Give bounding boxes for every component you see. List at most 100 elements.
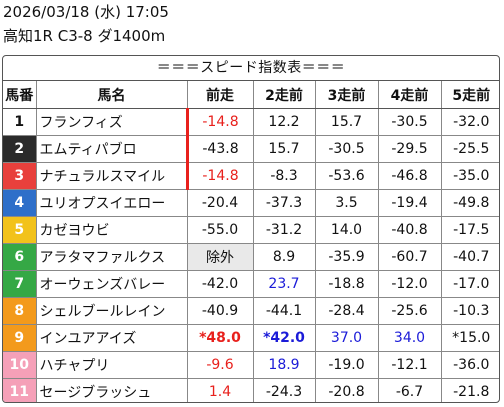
table-row: 9 インユアアイズ *48.0 *42.0 37.0 34.0 *15.0 <box>3 324 499 352</box>
speed-index-cell: -20.8 <box>315 378 379 402</box>
speed-index-cell: -40.9 <box>187 297 254 325</box>
speed-index-cell: -9.6 <box>187 351 254 379</box>
col-header-2back: 2走前 <box>253 81 316 109</box>
speed-index-cell: -21.8 <box>453 384 490 400</box>
speed-index-cell: -6.7 <box>378 378 442 402</box>
speed-index-cell: -17.5 <box>441 216 499 244</box>
speed-index-cell: 12.2 <box>253 108 316 136</box>
speed-index-cell: -10.3 <box>441 297 499 325</box>
speed-index-cell: -30.5 <box>378 108 442 136</box>
table-row: 4 ユリオプスイエロー -20.4 -37.3 3.5 -19.4 -49.8 <box>3 189 499 217</box>
speed-index-cell: -42.0 <box>187 270 254 298</box>
speed-index-cell: -25.6 <box>378 297 442 325</box>
table-row: 10 ハチャプリ -9.6 18.9 -19.0 -12.1 -36.0 <box>3 351 499 379</box>
speed-index-cell: 除外 <box>187 243 254 271</box>
speed-index-cell: -12.1 <box>378 351 442 379</box>
horse-name: ユリオプスイエロー <box>36 189 188 217</box>
speed-index-cell: 15.7 <box>315 108 379 136</box>
table-row: 6 アラタマファルクス 除外 8.9 -35.9 -60.7 -40.7 <box>3 243 499 271</box>
speed-index-cell: -35.0 <box>441 162 499 190</box>
horse-name: フランフィズ <box>36 108 188 136</box>
horse-name: シェルブールレイン <box>36 297 188 325</box>
horse-number: 4 <box>3 189 37 217</box>
speed-index-cell: -30.5 <box>315 135 379 163</box>
horse-number: 7 <box>3 270 37 298</box>
horse-name: オーウェンズバレー <box>36 270 188 298</box>
speed-index-cell: -37.3 <box>253 189 316 217</box>
speed-index-cell: -35.9 <box>315 243 379 271</box>
speed-index-cell: -14.8 <box>185 162 254 190</box>
col-header-5back: 5走前 <box>441 81 499 109</box>
horse-number: 1 <box>3 108 37 136</box>
horse-name: カゼヨウビ <box>36 216 188 244</box>
speed-index-cell: 34.0 <box>378 324 442 352</box>
speed-index-cell: -44.1 <box>253 297 316 325</box>
col-header-last: 前走 <box>187 81 254 109</box>
speed-index-cell: -24.3 <box>253 378 316 402</box>
col-header-3back: 3走前 <box>315 81 379 109</box>
table-header-row: 馬番 馬名 前走 2走前 3走前 4走前 5走前 <box>3 81 499 109</box>
speed-index-cell: 18.9 <box>253 351 316 379</box>
col-header-number: 馬番 <box>3 81 37 109</box>
speed-index-table: 馬番 馬名 前走 2走前 3走前 4走前 5走前 1 フランフィズ -14.8 12.… <box>3 81 499 402</box>
table-row: 3 ナチュラルスマイル -14.8 -8.3 -53.6 -46.8 -35.0 <box>3 162 499 190</box>
speed-index-cell: -40.8 <box>378 216 442 244</box>
table-row: 7 オーウェンズバレー -42.0 23.7 -18.8 -12.0 -17.0 <box>3 270 499 298</box>
table-row: 2 エムティパブロ -43.8 15.7 -30.5 -29.5 -25.5 <box>3 135 499 163</box>
horse-name: セージブラッシュ <box>36 378 188 402</box>
speed-index-cell: -49.8 <box>441 189 499 217</box>
horse-number: 11 <box>3 378 37 402</box>
table-body: 1 フランフィズ -14.8 12.2 15.7 -30.5 -32.0 2 エムティパブロ -4… <box>3 108 499 402</box>
speed-index-cell: 15.7 <box>253 135 316 163</box>
speed-index-cell: 3.5 <box>315 189 379 217</box>
speed-index-table-panel: ＝＝＝スピード指数表＝＝＝ 馬番 馬名 前走 2走前 3走前 4走前 5走前 1… <box>2 55 500 403</box>
speed-index-cell: -53.6 <box>315 162 379 190</box>
speed-index-cell: -12.0 <box>378 270 442 298</box>
horse-number: 10 <box>3 351 37 379</box>
horse-number: 5 <box>3 216 37 244</box>
col-header-name: 馬名 <box>36 81 188 109</box>
speed-index-cell: -19.4 <box>378 189 442 217</box>
horse-name: ナチュラルスマイル <box>36 162 188 190</box>
horse-number: 3 <box>3 162 37 190</box>
speed-index-cell: -20.4 <box>187 189 254 217</box>
speed-index-cell: 1.4 <box>187 378 254 402</box>
speed-index-cell: -25.5 <box>441 135 499 163</box>
speed-index-cell: 37.0 <box>315 324 379 352</box>
speed-index-cell: *42.0 <box>253 324 316 352</box>
speed-index-cell: -19.0 <box>315 351 379 379</box>
horse-name: ハチャプリ <box>36 351 188 379</box>
horse-number: 2 <box>3 135 37 163</box>
horse-name: インユアアイズ <box>36 324 188 352</box>
horse-name: エムティパブロ <box>36 135 188 163</box>
horse-number: 6 <box>3 243 37 271</box>
table-row: 11 セージブラッシュ 1.4 -24.3 -20.8 -6.7 -21.8 <box>3 378 499 402</box>
speed-index-cell: 8.9 <box>253 243 316 271</box>
speed-index-cell: -29.5 <box>378 135 442 163</box>
horse-name: アラタマファルクス <box>36 243 188 271</box>
speed-index-cell: -40.7 <box>441 243 499 271</box>
speed-index-cell: -28.4 <box>315 297 379 325</box>
speed-index-cell: -32.0 <box>441 108 499 136</box>
table-row: 5 カゼヨウビ -55.0 -31.2 14.0 -40.8 -17.5 <box>3 216 499 244</box>
speed-index-cell: -46.8 <box>378 162 442 190</box>
speed-index-cell: -36.0 <box>441 351 499 379</box>
table-row: 8 シェルブールレイン -40.9 -44.1 -28.4 -25.6 -10.3 <box>3 297 499 325</box>
table-row: 1 フランフィズ -14.8 12.2 15.7 -30.5 -32.0 <box>3 108 499 136</box>
speed-index-cell: -14.8 <box>185 108 254 136</box>
speed-index-cell: 23.7 <box>253 270 316 298</box>
speed-index-cell: -43.8 <box>185 135 254 163</box>
speed-index-cell: -55.0 <box>187 216 254 244</box>
horse-number: 8 <box>3 297 37 325</box>
speed-index-cell: 14.0 <box>315 216 379 244</box>
speed-index-cell: *15.0 <box>441 324 499 352</box>
speed-index-cell: -8.3 <box>253 162 316 190</box>
table-title: ＝＝＝スピード指数表＝＝＝ <box>3 56 499 81</box>
race-info: 高知1R C3-8 ダ1400m <box>3 27 166 45</box>
speed-index-cell: -60.7 <box>378 243 442 271</box>
speed-index-cell: *48.0 <box>187 324 254 352</box>
col-header-4back: 4走前 <box>378 81 442 109</box>
horse-number: 9 <box>3 324 37 352</box>
race-datetime: 2026/03/18 (水) 17:05 <box>3 3 169 21</box>
speed-index-cell: -18.8 <box>315 270 379 298</box>
